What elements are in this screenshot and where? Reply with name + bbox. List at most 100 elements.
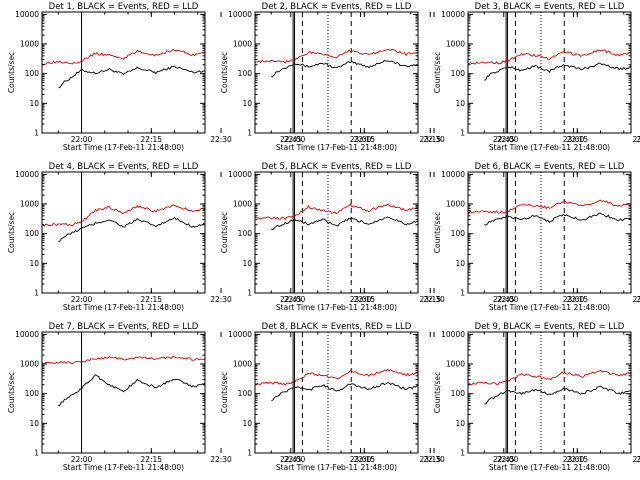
x-tick-label: 22:15: [140, 455, 162, 464]
x-tick-label: 22:30: [636, 135, 640, 144]
x-axis-label: Start Time (17-Feb-11 21:48:00): [63, 303, 184, 312]
chart-title: Det 9, BLACK = Events, RED = LLD: [475, 322, 625, 332]
x-tick-label: 22:30: [636, 295, 640, 304]
plot-frame: [467, 11, 632, 134]
x-tick-label: 22:00: [284, 455, 306, 464]
x-tick-label: 23:15: [419, 295, 441, 304]
x-tick-label: 22:15: [353, 295, 375, 304]
chart-panel-6: Det 6, BLACK = Events, RED = LLD 1 10 100 10…: [433, 162, 640, 312]
y-tick-label: 100: [25, 69, 40, 78]
y-tick-label: 10000: [228, 170, 252, 179]
x-axis-label: Start Time (17-Feb-11 21:48:00): [276, 143, 397, 152]
y-tick-label: 10000: [15, 330, 39, 339]
x-tick-label: 22:30: [210, 455, 232, 464]
plot-frame: [467, 331, 632, 454]
y-axis-label: Counts/sec: [7, 212, 16, 253]
y-axis-label: Counts/sec: [220, 372, 229, 413]
x-tick-label: 22:00: [497, 295, 519, 304]
x-tick-label: 23:15: [632, 135, 640, 144]
series-events-line: [484, 212, 631, 226]
y-tick-label: 10: [455, 419, 465, 428]
x-axis-label: Start Time (17-Feb-11 21:48:00): [489, 143, 610, 152]
y-tick-label: 1: [460, 449, 465, 458]
y-tick-label: 1000: [446, 40, 465, 49]
y-axis-label: Counts/sec: [7, 52, 16, 93]
plot-frame: [254, 11, 419, 134]
chart-title: Det 4, BLACK = Events, RED = LLD: [49, 162, 199, 172]
x-tick-label: 23:15: [632, 295, 640, 304]
x-tick-label: 22:30: [210, 295, 232, 304]
x-tick-label: 23:15: [419, 455, 441, 464]
y-tick-label: 1: [247, 289, 252, 298]
y-axis-label: Counts/sec: [220, 52, 229, 93]
y-tick-label: 100: [451, 389, 466, 398]
series-events-line: [271, 382, 418, 401]
x-tick-label: 22:45: [280, 295, 302, 304]
chart-panel-2: Det 2, BLACK = Events, RED = LLD 1 10 100 10…: [220, 2, 640, 152]
y-tick-label: 1000: [233, 200, 252, 209]
x-tick-label: 23:00: [563, 295, 585, 304]
chart-panel-8: Det 8, BLACK = Events, RED = LLD 1 10 100 10…: [220, 322, 640, 472]
y-tick-label: 100: [25, 229, 40, 238]
y-tick-label: 1: [460, 289, 465, 298]
y-tick-label: 10: [29, 419, 39, 428]
series-lld-line: [42, 204, 205, 227]
x-axis-label: Start Time (17-Feb-11 21:48:00): [489, 463, 610, 472]
x-tick-label: 22:00: [284, 135, 306, 144]
plot-frame: [254, 171, 419, 294]
x-tick-label: 22:45: [493, 455, 515, 464]
y-tick-label: 10: [455, 99, 465, 108]
chart-panel-5: Det 5, BLACK = Events, RED = LLD 1 10 100 10…: [220, 162, 640, 312]
y-tick-label: 10: [242, 99, 252, 108]
y-tick-label: 1000: [446, 360, 465, 369]
x-tick-label: 23:00: [350, 295, 372, 304]
x-axis-label: Start Time (17-Feb-11 21:48:00): [489, 303, 610, 312]
chart-title: Det 2, BLACK = Events, RED = LLD: [262, 2, 412, 12]
x-tick-label: 22:15: [566, 455, 588, 464]
x-tick-label: 23:00: [350, 455, 372, 464]
y-axis-label: Counts/sec: [220, 212, 229, 253]
y-tick-label: 100: [451, 69, 466, 78]
x-tick-label: 23:15: [419, 135, 441, 144]
x-tick-label: 22:30: [210, 135, 232, 144]
plot-frame: [41, 331, 206, 454]
x-tick-label: 22:45: [280, 135, 302, 144]
plot-frame: [41, 11, 206, 134]
chart-title: Det 8, BLACK = Events, RED = LLD: [262, 322, 412, 332]
chart-title: Det 1, BLACK = Events, RED = LLD: [49, 2, 199, 12]
y-tick-label: 10000: [15, 170, 39, 179]
x-axis-label: Start Time (17-Feb-11 21:48:00): [276, 463, 397, 472]
y-tick-label: 10000: [441, 330, 465, 339]
y-tick-label: 1: [34, 129, 39, 138]
y-tick-label: 1000: [20, 200, 39, 209]
x-tick-label: 22:30: [423, 295, 445, 304]
series-lld-line: [468, 369, 631, 386]
y-axis-label: Counts/sec: [433, 52, 442, 93]
chart-title: Det 7, BLACK = Events, RED = LLD: [49, 322, 199, 332]
y-tick-label: 10: [242, 419, 252, 428]
x-tick-label: 22:45: [493, 295, 515, 304]
series-events-line: [271, 216, 418, 231]
chart-panel-9: Det 9, BLACK = Events, RED = LLD 1 10 100 10…: [433, 322, 640, 472]
y-tick-label: 1: [34, 449, 39, 458]
y-tick-label: 100: [25, 389, 40, 398]
x-tick-label: 22:30: [423, 455, 445, 464]
x-tick-label: 22:00: [284, 295, 306, 304]
y-tick-label: 10000: [441, 10, 465, 19]
series-events-line: [58, 374, 205, 406]
x-tick-label: 22:15: [353, 455, 375, 464]
y-tick-label: 100: [238, 69, 253, 78]
series-events-line: [58, 65, 205, 89]
x-tick-label: 22:45: [493, 135, 515, 144]
x-tick-label: 22:00: [497, 455, 519, 464]
x-tick-label: 23:00: [563, 135, 585, 144]
series-lld-line: [468, 49, 631, 65]
y-axis-label: Counts/sec: [433, 372, 442, 413]
x-axis-label: Start Time (17-Feb-11 21:48:00): [276, 303, 397, 312]
x-tick-label: 23:00: [563, 455, 585, 464]
x-tick-label: 22:45: [280, 455, 302, 464]
series-lld-line: [468, 199, 631, 214]
series-events-line: [484, 385, 631, 405]
chart-title: Det 5, BLACK = Events, RED = LLD: [262, 162, 412, 172]
